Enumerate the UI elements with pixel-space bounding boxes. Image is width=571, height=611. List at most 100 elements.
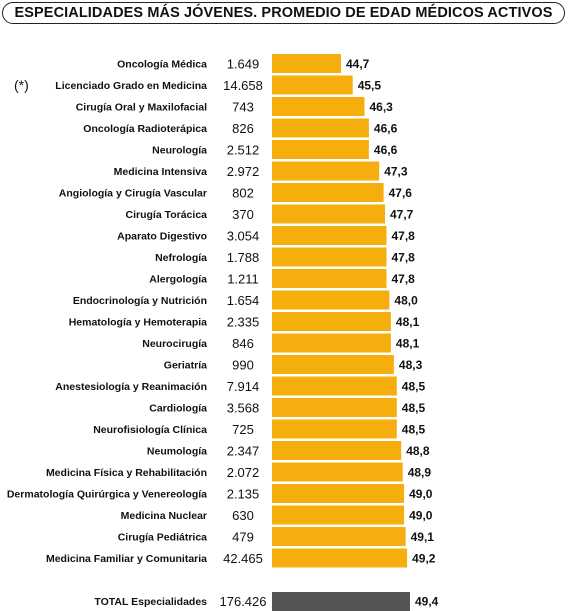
- count-label: 2.072: [227, 465, 260, 480]
- value-label: 46,6: [374, 122, 398, 136]
- count-label: 743: [232, 100, 254, 115]
- count-label: 3.054: [227, 229, 260, 244]
- bar: [272, 140, 369, 159]
- bar: [272, 118, 369, 138]
- value-label: 47,7: [390, 208, 414, 222]
- category-label: Cirugía Oral y Maxilofacial: [76, 102, 207, 114]
- value-label: 47,3: [384, 165, 408, 179]
- value-label: 49,0: [409, 509, 433, 523]
- bar: [272, 441, 402, 460]
- bar: [272, 183, 384, 202]
- count-label: 846: [232, 336, 254, 351]
- category-label: Angiología y Cirugía Vascular: [59, 188, 207, 200]
- value-label: 49,0: [409, 487, 433, 501]
- count-label: 14.658: [223, 78, 263, 93]
- count-label: 2.335: [227, 315, 260, 330]
- category-label: Oncología Médica: [117, 59, 207, 71]
- value-label: 47,8: [392, 229, 416, 243]
- value-label: 48,8: [406, 444, 430, 458]
- count-label: 479: [232, 530, 254, 545]
- value-label: 44,7: [346, 57, 370, 71]
- bar: [272, 97, 365, 116]
- total-value-label: 49,4: [415, 595, 439, 609]
- bar: [272, 505, 405, 525]
- category-label: Neurofisiología Clínica: [93, 424, 207, 436]
- category-label: Neurocirugía: [142, 338, 207, 350]
- value-label: 48,5: [402, 380, 426, 394]
- category-label: Medicina Intensiva: [114, 166, 208, 178]
- bar: [272, 161, 380, 181]
- count-label: 2.135: [227, 487, 260, 502]
- value-label: 47,8: [392, 251, 416, 265]
- footnote-marker: (*): [14, 77, 29, 93]
- bar: [272, 484, 405, 503]
- bar: [272, 462, 403, 482]
- bar: [272, 398, 397, 417]
- count-label: 990: [232, 358, 254, 373]
- bar: [272, 75, 353, 95]
- bar: [272, 269, 387, 288]
- value-label: 47,8: [392, 272, 416, 286]
- category-label: Medicina Familiar y Comunitaria: [46, 553, 207, 565]
- count-label: 725: [232, 422, 254, 437]
- category-label: Cirugía Pediátrica: [118, 532, 207, 544]
- value-label: 48,5: [402, 423, 426, 437]
- count-label: 2.347: [227, 444, 260, 459]
- bar: [272, 290, 390, 310]
- category-label: Neurología: [152, 145, 207, 157]
- bar: [272, 312, 391, 331]
- bar: [272, 226, 387, 245]
- category-label: Hematología y Hemoterapia: [69, 317, 207, 329]
- value-label: 48,5: [402, 401, 426, 415]
- count-label: 1.654: [227, 293, 260, 308]
- bar: [272, 376, 397, 396]
- category-label: Dermatología Quirúrgica y Venereología: [7, 489, 207, 501]
- category-label: Cardiología: [149, 403, 207, 415]
- count-label: 630: [232, 508, 254, 523]
- category-label: Aparato Digestivo: [117, 231, 207, 243]
- count-label: 3.568: [227, 401, 260, 416]
- count-label: 1.649: [227, 57, 260, 72]
- value-label: 49,1: [411, 530, 435, 544]
- value-label: 48,1: [396, 337, 420, 351]
- value-label: 46,6: [374, 143, 398, 157]
- category-label: Medicina Física y Rehabilitación: [46, 467, 207, 479]
- value-label: 48,1: [396, 315, 420, 329]
- category-label: Oncología Radioterápica: [83, 123, 207, 135]
- bar: [272, 204, 385, 224]
- value-label: 47,6: [389, 186, 413, 200]
- value-label: 48,9: [408, 466, 432, 480]
- category-label: Licenciado Grado en Medicina: [55, 80, 207, 92]
- value-label: 48,0: [394, 294, 418, 308]
- count-label: 802: [232, 186, 254, 201]
- chart-title: ESPECIALIDADES MÁS JÓVENES. PROMEDIO DE …: [2, 2, 565, 24]
- count-label: 42.465: [223, 551, 263, 566]
- value-label: 45,5: [358, 79, 382, 93]
- count-label: 2.972: [227, 164, 260, 179]
- value-label: 48,3: [399, 358, 423, 372]
- count-label: 1.788: [227, 250, 260, 265]
- value-label: 46,3: [370, 100, 394, 114]
- category-label: Neumología: [147, 446, 207, 458]
- bar: [272, 333, 391, 353]
- bar: [272, 247, 387, 267]
- category-label: Alergología: [149, 274, 207, 286]
- bar: [272, 527, 406, 546]
- count-label: 370: [232, 207, 254, 222]
- total-label: TOTAL Especialidades: [94, 596, 207, 608]
- bar: [272, 419, 397, 439]
- count-label: 826: [232, 121, 254, 136]
- count-label: 2.512: [227, 143, 260, 158]
- value-label: 49,2: [412, 552, 436, 566]
- bar: [272, 548, 408, 568]
- category-label: Cirugía Torácica: [126, 209, 208, 221]
- category-label: Medicina Nuclear: [121, 510, 207, 522]
- total-bar: [272, 592, 410, 611]
- count-label: 7.914: [227, 379, 260, 394]
- total-count-label: 176.426: [220, 594, 267, 609]
- count-label: 1.211: [227, 272, 259, 287]
- bar: [272, 355, 394, 374]
- category-label: Geriatría: [164, 360, 207, 372]
- category-label: Anestesiología y Reanimación: [55, 381, 207, 393]
